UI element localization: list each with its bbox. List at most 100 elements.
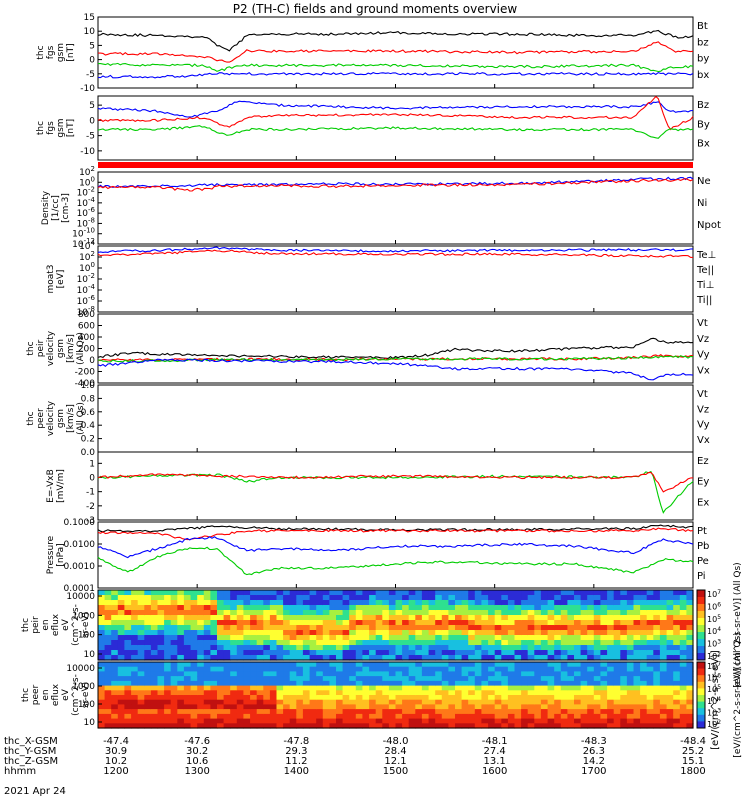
spectrogram-cell xyxy=(276,595,284,601)
spectrogram-cell xyxy=(316,640,324,646)
spectrogram-cell xyxy=(355,723,363,729)
spectrogram-cell xyxy=(415,713,423,720)
spectrogram-cell xyxy=(507,704,516,710)
spectrogram-cell xyxy=(164,723,172,729)
spectrogram-cell xyxy=(197,662,205,668)
spectrogram-cell xyxy=(666,610,674,616)
colorbar-tick-label: 104 xyxy=(707,696,721,706)
spectrogram-cell xyxy=(355,695,363,701)
spectrogram-cell xyxy=(111,699,119,705)
spectrogram-cell xyxy=(408,676,416,682)
spectrogram-cell xyxy=(150,662,159,668)
spectrogram-cell xyxy=(540,723,549,729)
spectrogram-cell xyxy=(587,709,595,715)
spectrogram-cell xyxy=(131,650,139,656)
spectrogram-cell xyxy=(210,666,218,672)
legend-Npot: Npot xyxy=(697,220,721,231)
spectrogram-cell xyxy=(210,615,218,621)
spectrogram-cell xyxy=(177,662,185,668)
spectrogram-cell xyxy=(170,713,178,720)
spectrogram-cell xyxy=(236,630,244,636)
spectrogram-cell xyxy=(375,630,383,636)
spectrogram-cell xyxy=(653,666,661,672)
spectrogram-cell xyxy=(455,600,463,606)
spectrogram-cell xyxy=(137,635,145,641)
colorbar-tick-label: 105 xyxy=(707,614,721,624)
spectrogram-cell xyxy=(243,671,251,677)
spectrogram-cell xyxy=(435,630,443,636)
spectrogram-cell xyxy=(679,615,687,621)
spectrogram-cell xyxy=(203,704,211,710)
y-axis-label: [nT] xyxy=(66,43,76,61)
spectrogram-cell xyxy=(580,662,588,668)
spectrogram-cell xyxy=(309,723,317,729)
spectrogram-cell xyxy=(554,640,562,646)
spectrogram-cell xyxy=(527,723,535,729)
spectrogram-cell xyxy=(659,650,668,656)
spectrogram-cell xyxy=(98,645,106,651)
spectrogram-cell xyxy=(494,655,502,661)
spectrogram-cell xyxy=(428,595,436,601)
spectrogram-cell xyxy=(243,690,251,696)
spectrogram-cell xyxy=(580,620,588,626)
spectrogram-cell xyxy=(441,615,449,621)
spectrogram-cell xyxy=(250,635,258,641)
spectrogram-cell xyxy=(633,662,641,668)
spectrogram-cell xyxy=(177,605,185,611)
spectrogram-cell xyxy=(342,625,350,631)
spectrogram-cell xyxy=(177,590,185,596)
spectrogram-cell xyxy=(349,630,357,636)
spectrogram-cell xyxy=(276,620,284,626)
spectrogram-cell xyxy=(276,723,284,729)
spectrogram-cell xyxy=(441,690,449,696)
spectrogram-cell xyxy=(421,650,430,656)
spectrogram-cell xyxy=(98,615,106,621)
spectrogram-cell xyxy=(250,680,258,687)
spectrogram-cell xyxy=(527,695,535,701)
spectrogram-cell xyxy=(375,695,383,701)
spectrogram-cell xyxy=(686,695,694,701)
spectrogram-cell xyxy=(203,655,211,661)
spectrogram-cell xyxy=(369,610,377,616)
spectrogram-cell xyxy=(355,635,363,641)
spectrogram-cell xyxy=(243,650,251,656)
spectrogram-cell xyxy=(382,595,390,601)
spectrogram-cell xyxy=(554,704,562,710)
panel-frame xyxy=(97,451,694,521)
spectrogram-cell xyxy=(488,695,496,701)
spectrogram-cell xyxy=(521,662,529,668)
series-Vt-line xyxy=(97,337,694,360)
spectrogram-cell xyxy=(640,655,648,661)
spectrogram-cell xyxy=(600,645,608,651)
colorbar-tick-label: 105 xyxy=(707,684,721,694)
spectrogram-cell xyxy=(620,620,628,626)
spectrogram-cell xyxy=(607,650,615,656)
spectrogram-cell xyxy=(620,676,628,682)
spectrogram-cell xyxy=(659,680,668,687)
spectrogram-cell xyxy=(98,610,106,616)
spectrogram-cell xyxy=(388,709,397,715)
spectrogram-cell xyxy=(620,685,628,691)
spectrogram-cell xyxy=(164,695,172,701)
spectrogram-cell xyxy=(124,704,132,710)
y-axis-label: [nT] xyxy=(66,119,76,137)
spectrogram-cell xyxy=(316,704,324,710)
spectrogram-cell xyxy=(574,709,582,715)
series-bx-line xyxy=(97,71,694,79)
spectrogram-cell xyxy=(448,650,456,656)
spectrogram-cell xyxy=(673,695,681,701)
spectrogram-cell xyxy=(362,635,370,641)
axis-row-value: 30.9 xyxy=(105,746,127,757)
spectrogram-cell xyxy=(395,713,403,720)
spectrogram-cell xyxy=(501,635,509,641)
spectrogram-cell xyxy=(461,595,469,601)
spectrogram-cell xyxy=(230,704,238,710)
spectrogram-cell xyxy=(646,655,654,661)
spectrogram-cell xyxy=(296,620,304,626)
spectrogram-cell xyxy=(164,655,172,661)
spectrogram-cell xyxy=(607,713,615,720)
spectrogram-cell xyxy=(659,645,668,651)
spectrogram-cell xyxy=(501,590,509,596)
spectrogram-cell xyxy=(527,610,535,616)
spectrogram-cell xyxy=(98,671,106,677)
